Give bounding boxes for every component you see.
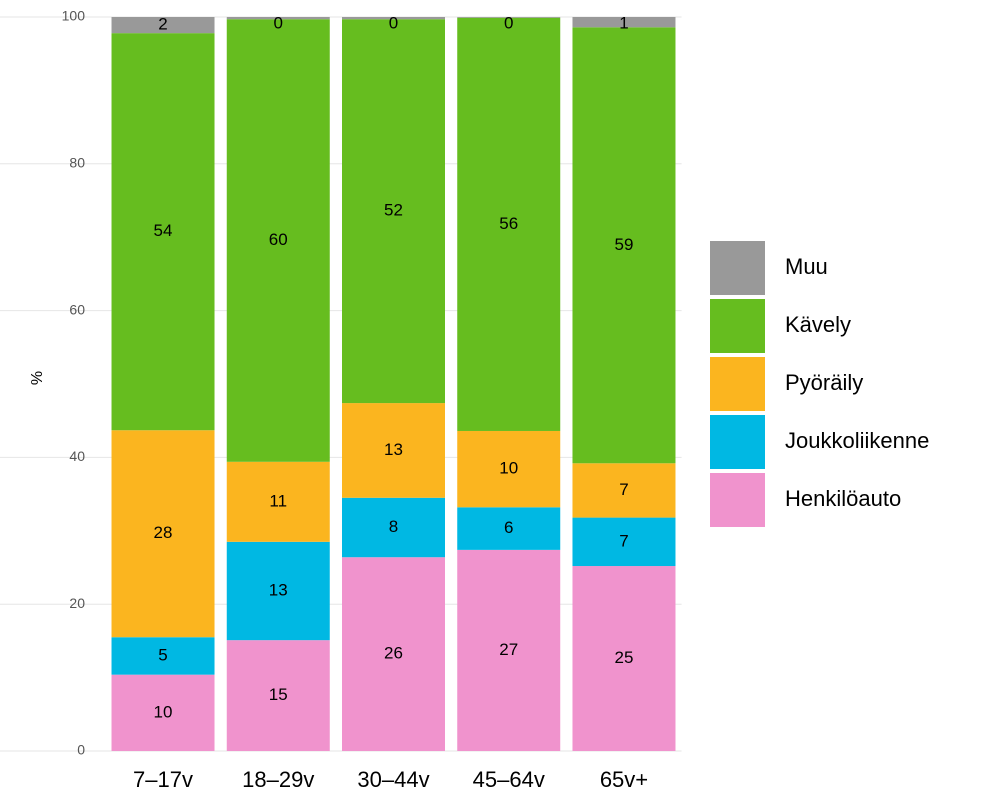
legend-swatch — [710, 299, 765, 353]
x-tick-label: 30–44v — [357, 767, 429, 792]
y-tick-label: 80 — [69, 155, 85, 171]
legend-swatch — [710, 473, 765, 527]
legend-label: Joukkoliikenne — [785, 428, 929, 453]
value-label: 13 — [269, 580, 288, 599]
y-tick-label: 0 — [77, 742, 85, 758]
bar-segment — [572, 517, 676, 567]
bar-segment — [457, 17, 561, 18]
value-label: 28 — [154, 523, 173, 542]
value-label: 6 — [504, 518, 513, 537]
x-tick-label: 18–29v — [242, 767, 314, 792]
legend-label: Muu — [785, 254, 828, 279]
bar-segment — [457, 549, 561, 751]
bar-segment — [572, 17, 676, 28]
value-label: 2 — [158, 15, 167, 34]
legend-swatch — [710, 415, 765, 469]
bar-segment — [111, 637, 215, 675]
legend-label: Henkilöauto — [785, 486, 901, 511]
value-label: 1 — [619, 13, 628, 32]
y-tick-label: 60 — [69, 301, 85, 317]
bar-segment — [226, 461, 330, 542]
x-tick-label: 7–17v — [133, 767, 193, 792]
bar-segment — [342, 17, 445, 20]
bar-segment — [572, 463, 676, 518]
value-label: 52 — [384, 201, 403, 220]
bar-segment — [457, 17, 561, 431]
bar-segment — [342, 497, 445, 558]
value-label: 27 — [499, 640, 518, 659]
x-tick-label: 45–64v — [473, 767, 545, 792]
bar-segment — [111, 674, 215, 751]
value-label: 0 — [389, 13, 398, 32]
bar-segment — [342, 403, 445, 498]
legend-swatch — [710, 357, 765, 411]
bar-segment — [342, 557, 445, 751]
value-label: 10 — [499, 459, 518, 478]
value-label: 8 — [389, 517, 398, 536]
value-label: 25 — [615, 648, 634, 667]
bar-segment — [226, 640, 330, 751]
value-label: 5 — [158, 645, 167, 664]
value-label: 15 — [269, 685, 288, 704]
value-label: 60 — [269, 230, 288, 249]
value-label: 0 — [274, 13, 283, 32]
bar-segment — [111, 17, 215, 34]
x-tick-label: 65v+ — [600, 767, 648, 792]
value-label: 13 — [384, 440, 403, 459]
bar-segment — [111, 430, 215, 638]
value-label: 56 — [499, 214, 518, 233]
value-label: 0 — [504, 13, 513, 32]
legend-swatch — [710, 241, 765, 295]
legend-label: Pyöräily — [785, 370, 863, 395]
bar-segment — [226, 17, 330, 20]
bar-segment — [111, 33, 215, 431]
bar-segment — [226, 19, 330, 462]
bar-segment — [457, 430, 561, 508]
bar-segment — [342, 19, 445, 404]
bar-segment — [457, 507, 561, 550]
value-label: 7 — [619, 531, 628, 550]
y-tick-label: 40 — [69, 448, 85, 464]
bar-segment — [226, 541, 330, 641]
value-label: 10 — [154, 702, 173, 721]
value-label: 54 — [154, 221, 173, 240]
value-label: 26 — [384, 644, 403, 663]
value-label: 59 — [615, 235, 634, 254]
bar-segment — [572, 566, 676, 751]
y-tick-label: 20 — [69, 595, 85, 611]
value-label: 7 — [619, 480, 628, 499]
value-label: 11 — [269, 491, 287, 510]
bar-segment — [572, 27, 676, 464]
y-tick-label: 100 — [62, 8, 86, 24]
y-axis-label: % — [29, 371, 46, 385]
legend-label: Kävely — [785, 312, 851, 337]
